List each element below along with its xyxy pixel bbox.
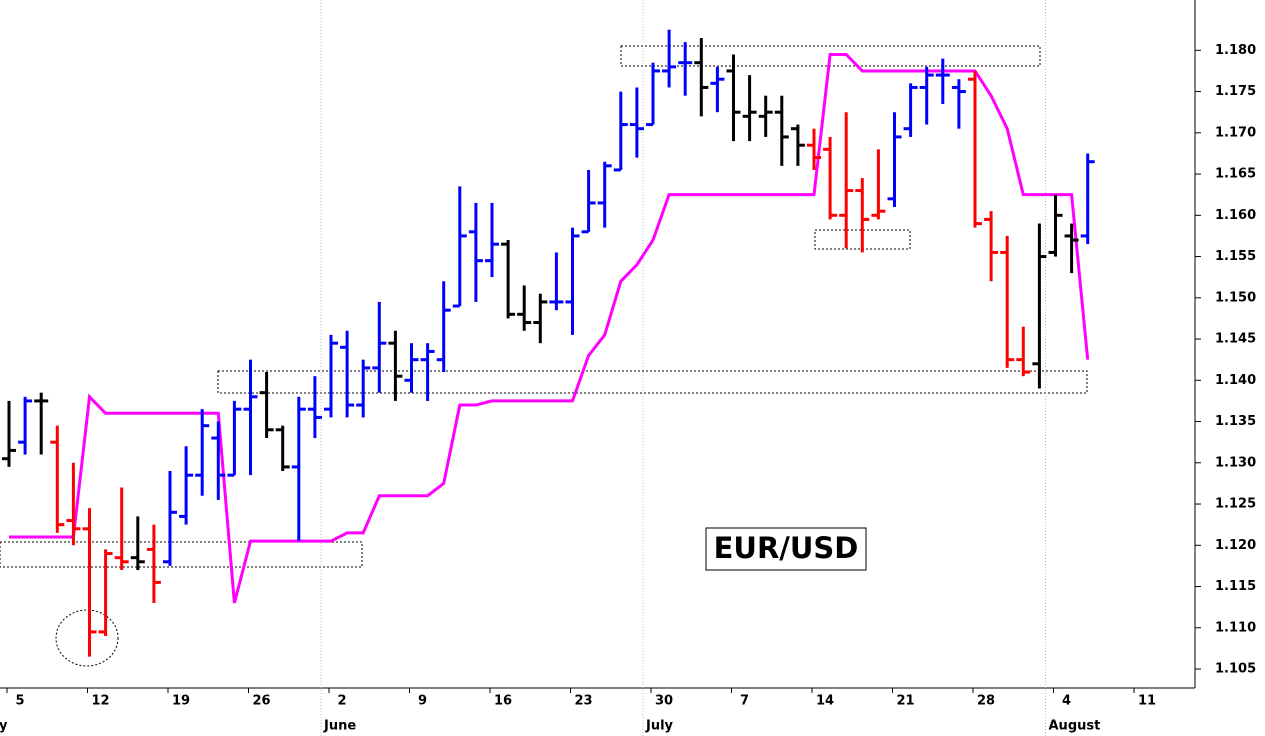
y-tick-label: 1.160	[1215, 208, 1256, 223]
low-circle	[55, 609, 119, 667]
x-tick-label: 4	[1062, 694, 1071, 709]
y-tick-label: 1.120	[1215, 538, 1256, 553]
stop-line	[9, 52, 1090, 604]
x-tick-label: 21	[896, 694, 914, 709]
y-tick-label: 1.105	[1215, 662, 1256, 677]
y-tick-label: 1.125	[1215, 497, 1256, 512]
y-tick-label: 1.170	[1215, 125, 1256, 140]
x-tick-label: 12	[91, 694, 109, 709]
y-tick-label: 1.165	[1215, 167, 1256, 182]
x-tick-label: 26	[252, 694, 270, 709]
x-tick-label: 16	[494, 694, 512, 709]
y-tick-label: 1.130	[1215, 455, 1256, 470]
y-tick-label: 1.155	[1215, 249, 1256, 264]
month-label: August	[1049, 719, 1101, 734]
x-tick-label: 14	[816, 694, 834, 709]
y-tick-label: 1.140	[1215, 373, 1256, 388]
x-tick-label: 2	[337, 694, 346, 709]
y-tick-label: 1.110	[1215, 620, 1256, 635]
x-tick-label: 5	[15, 694, 24, 709]
month-label: July	[645, 719, 674, 734]
y-tick-label: 1.180	[1215, 43, 1256, 58]
pair-label: EUR/USD	[714, 531, 859, 565]
x-tick-label: 28	[977, 694, 995, 709]
annotations	[0, 45, 1088, 667]
support-zone	[0, 541, 363, 568]
x-tick-label: 23	[574, 694, 592, 709]
support-zone	[217, 370, 1088, 394]
label-box	[705, 527, 867, 571]
x-tick-label: 30	[655, 694, 673, 709]
x-tick-label: 9	[418, 694, 427, 709]
y-tick-label: 1.135	[1215, 414, 1256, 429]
y-tick-label: 1.150	[1215, 290, 1256, 305]
x-tick-label: 11	[1138, 694, 1156, 709]
x-tick-label: 7	[740, 694, 749, 709]
y-tick-label: 1.175	[1215, 84, 1256, 99]
x-tick-label: 19	[172, 694, 190, 709]
month-label: y	[0, 719, 8, 734]
y-tick-label: 1.145	[1215, 332, 1256, 347]
month-label: June	[323, 719, 356, 734]
resistance-zone	[620, 45, 1041, 67]
y-tick-label: 1.115	[1215, 579, 1256, 594]
